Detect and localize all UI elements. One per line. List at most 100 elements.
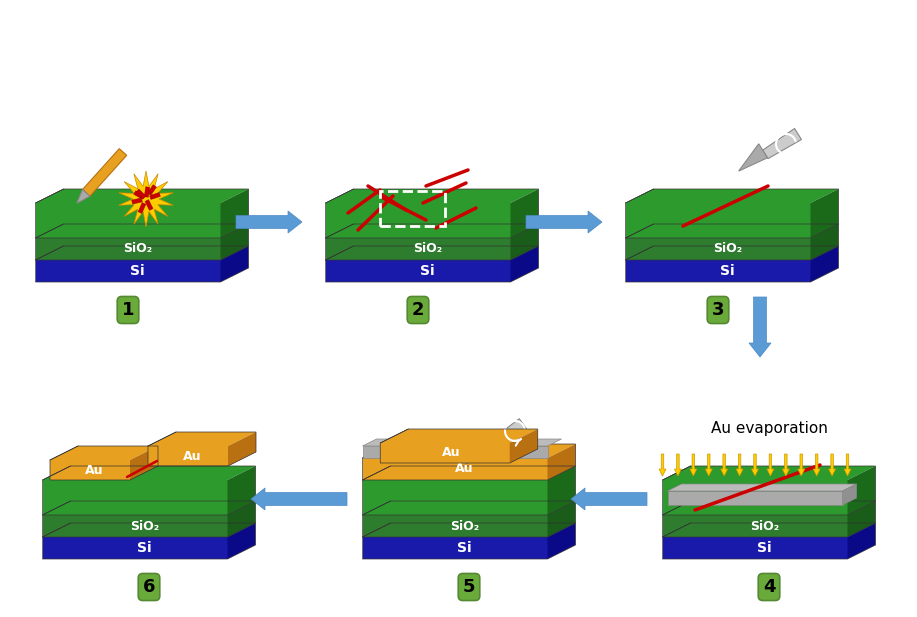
Text: Si: Si <box>457 541 471 555</box>
Polygon shape <box>843 484 856 505</box>
Polygon shape <box>134 191 144 199</box>
Polygon shape <box>662 501 876 515</box>
FancyArrow shape <box>236 211 302 233</box>
Polygon shape <box>50 460 130 480</box>
Polygon shape <box>625 224 838 238</box>
Polygon shape <box>77 189 90 203</box>
FancyArrow shape <box>736 454 743 476</box>
Polygon shape <box>42 501 256 515</box>
Text: SiO₂: SiO₂ <box>713 242 742 255</box>
Polygon shape <box>42 515 227 537</box>
Text: SiO₂: SiO₂ <box>750 520 779 532</box>
Polygon shape <box>847 466 876 515</box>
FancyArrow shape <box>721 454 728 476</box>
Polygon shape <box>220 246 249 282</box>
Text: Au: Au <box>84 463 104 476</box>
Polygon shape <box>547 523 576 559</box>
Bar <box>668 491 843 505</box>
Polygon shape <box>326 224 538 238</box>
Polygon shape <box>138 202 146 213</box>
Polygon shape <box>547 501 576 537</box>
Polygon shape <box>662 537 847 559</box>
Polygon shape <box>362 537 547 559</box>
Polygon shape <box>326 238 511 260</box>
Polygon shape <box>130 446 158 480</box>
Text: Si: Si <box>720 264 735 278</box>
Polygon shape <box>50 446 158 460</box>
Text: Au: Au <box>455 463 473 476</box>
Text: 5: 5 <box>463 578 475 596</box>
Polygon shape <box>510 429 537 463</box>
Polygon shape <box>625 189 838 203</box>
Polygon shape <box>847 501 876 537</box>
Text: Si: Si <box>130 264 145 278</box>
FancyArrow shape <box>705 454 713 476</box>
Text: SiO₂: SiO₂ <box>413 242 442 255</box>
Polygon shape <box>466 436 493 464</box>
FancyArrow shape <box>813 454 820 476</box>
Polygon shape <box>326 246 538 260</box>
FancyArrow shape <box>251 488 347 510</box>
Polygon shape <box>738 144 768 171</box>
Polygon shape <box>145 200 153 210</box>
Polygon shape <box>132 198 142 204</box>
Polygon shape <box>362 466 576 480</box>
Polygon shape <box>227 523 256 559</box>
Polygon shape <box>227 466 256 515</box>
Polygon shape <box>811 246 838 282</box>
Polygon shape <box>489 419 526 450</box>
Polygon shape <box>668 484 856 491</box>
Text: Si: Si <box>420 264 435 278</box>
Polygon shape <box>228 432 256 466</box>
FancyArrow shape <box>767 454 774 476</box>
Polygon shape <box>362 501 576 515</box>
Polygon shape <box>36 246 249 260</box>
Polygon shape <box>220 189 249 238</box>
Polygon shape <box>511 246 538 282</box>
Polygon shape <box>227 501 256 537</box>
Polygon shape <box>36 238 220 260</box>
Text: 1: 1 <box>122 301 134 319</box>
FancyArrow shape <box>571 488 647 510</box>
Polygon shape <box>83 149 127 196</box>
Polygon shape <box>662 466 876 480</box>
FancyArrow shape <box>752 454 758 476</box>
Text: 2: 2 <box>412 301 425 319</box>
Polygon shape <box>36 189 249 203</box>
Polygon shape <box>625 246 838 260</box>
Polygon shape <box>42 466 256 480</box>
Polygon shape <box>36 224 249 238</box>
Polygon shape <box>381 429 537 443</box>
Polygon shape <box>662 480 847 515</box>
Polygon shape <box>662 515 847 537</box>
Polygon shape <box>136 189 146 199</box>
FancyArrow shape <box>690 454 697 476</box>
Text: Si: Si <box>757 541 771 555</box>
Text: 3: 3 <box>712 301 724 319</box>
Polygon shape <box>381 443 510 463</box>
Bar <box>380 191 445 226</box>
Text: 6: 6 <box>143 578 155 596</box>
Text: SiO₂: SiO₂ <box>129 520 159 532</box>
Polygon shape <box>148 446 228 466</box>
Polygon shape <box>811 189 838 238</box>
Polygon shape <box>362 515 547 537</box>
Polygon shape <box>362 458 547 480</box>
Text: Au: Au <box>182 450 201 463</box>
Polygon shape <box>36 260 220 282</box>
Polygon shape <box>362 523 576 537</box>
Polygon shape <box>362 480 547 515</box>
Polygon shape <box>625 238 811 260</box>
Polygon shape <box>547 466 576 515</box>
Polygon shape <box>144 187 149 197</box>
Text: Au: Au <box>442 447 460 460</box>
Polygon shape <box>847 523 876 559</box>
Polygon shape <box>547 444 576 480</box>
Polygon shape <box>362 439 561 446</box>
Polygon shape <box>362 444 576 458</box>
Text: Si: Si <box>137 541 151 555</box>
Polygon shape <box>326 203 511 238</box>
Polygon shape <box>326 260 511 282</box>
FancyArrow shape <box>674 454 681 476</box>
Polygon shape <box>118 171 173 227</box>
